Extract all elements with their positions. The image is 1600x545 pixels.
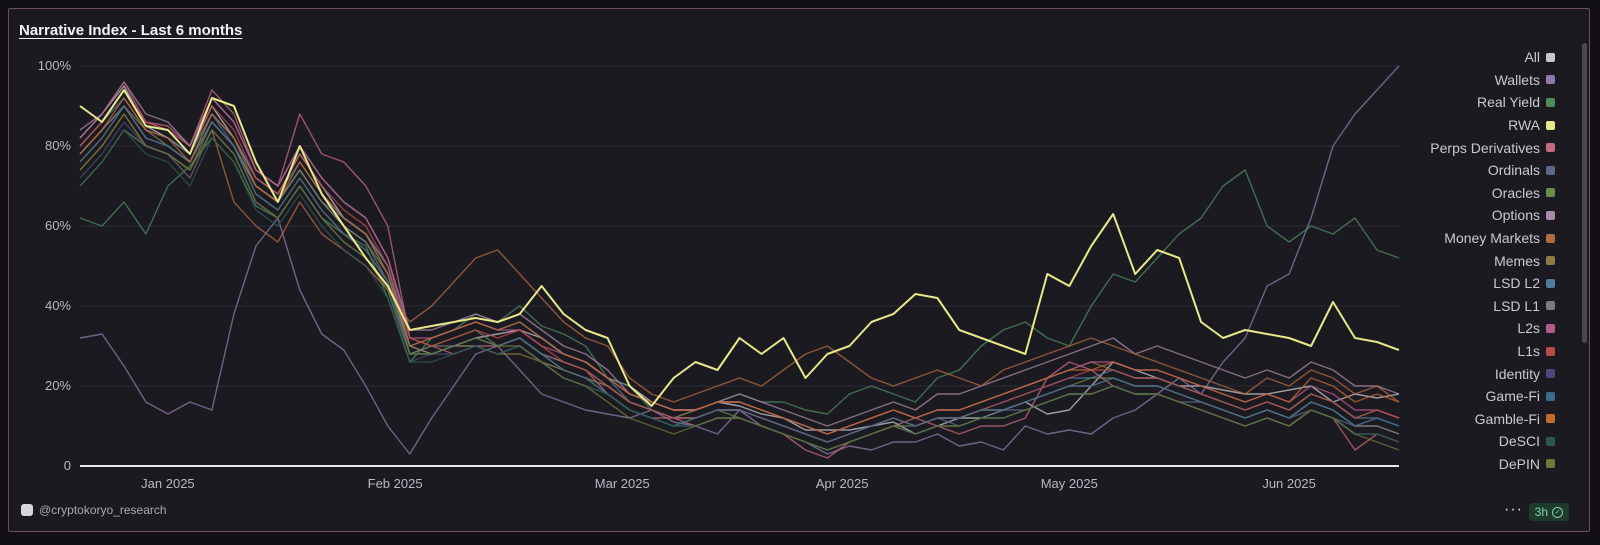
legend-label: Real Yield — [1476, 94, 1540, 111]
legend-item-desci[interactable]: DeSCI — [1355, 430, 1555, 453]
legend-label: LSD L2 — [1493, 275, 1540, 292]
check-circle-icon: ✓ — [1552, 506, 1563, 518]
legend-swatch — [1546, 75, 1555, 85]
legend-item-money-markets[interactable]: Money Markets — [1355, 227, 1555, 250]
series-line-identity[interactable] — [79, 121, 1400, 451]
legend-item-oracles[interactable]: Oracles — [1355, 182, 1555, 205]
legend-label: L2s — [1517, 320, 1540, 337]
series-line-gamble-fi[interactable] — [79, 97, 1400, 435]
legend-item-perps-derivatives[interactable]: Perps Derivatives — [1355, 136, 1555, 159]
legend-swatch — [1546, 369, 1555, 379]
series-line-options[interactable] — [79, 81, 1400, 427]
series-line-l1s[interactable] — [79, 89, 1400, 443]
legend-item-identity[interactable]: Identity — [1355, 362, 1555, 385]
refresh-badge[interactable]: 3h ✓ — [1528, 503, 1569, 521]
y-tick-label: 0 — [64, 458, 71, 473]
chart-title[interactable]: Narrative Index - Last 6 months — [19, 22, 243, 39]
legend-item-ordinals[interactable]: Ordinals — [1355, 159, 1555, 182]
legend-label: Game-Fi — [1485, 388, 1540, 405]
series-line-oracles[interactable] — [79, 121, 1400, 451]
legend-item-rwa[interactable]: RWA — [1355, 114, 1555, 137]
series-line-memes[interactable] — [79, 105, 1400, 435]
series-line-perps-derivatives[interactable] — [79, 89, 1400, 459]
legend-item-all[interactable]: All — [1355, 46, 1555, 69]
x-tick-label: Feb 2025 — [368, 476, 423, 491]
y-tick-label: 100% — [38, 58, 72, 73]
legend-label: Options — [1491, 207, 1540, 224]
legend-label: Wallets — [1494, 71, 1540, 88]
legend-swatch — [1546, 52, 1555, 62]
legend-swatch — [1546, 459, 1555, 469]
legend-label: Perps Derivatives — [1430, 139, 1540, 156]
legend: All Wallets Real Yield RWA Perps Derivatives… — [1355, 46, 1555, 475]
legend-scrollbar[interactable] — [1582, 43, 1587, 343]
legend-label: Memes — [1494, 252, 1540, 269]
series-line-real-yield[interactable] — [79, 137, 1400, 419]
legend-swatch — [1546, 346, 1555, 356]
legend-swatch — [1546, 256, 1555, 266]
legend-item-lsd-l2[interactable]: LSD L2 — [1355, 272, 1555, 295]
chart-panel: Narrative Index - Last 6 months 0 20% 40% 6… — [8, 8, 1590, 532]
legend-item-lsd-l1[interactable]: LSD L1 — [1355, 295, 1555, 318]
x-tick-label: Jun 2025 — [1262, 476, 1316, 491]
legend-swatch — [1546, 278, 1555, 288]
y-tick-label: 20% — [45, 378, 71, 393]
x-tick-label: Jan 2025 — [141, 476, 195, 491]
legend-item-real-yield[interactable]: Real Yield — [1355, 91, 1555, 114]
x-tick-label: Apr 2025 — [816, 476, 869, 491]
series-line-lsd-l2[interactable] — [79, 97, 1400, 443]
y-tick-label: 60% — [45, 218, 71, 233]
legend-item-game-fi[interactable]: Game-Fi — [1355, 385, 1555, 408]
series-line-money-markets[interactable] — [79, 113, 1400, 403]
series-line-rwa[interactable] — [79, 89, 1400, 407]
legend-swatch — [1546, 233, 1555, 243]
legend-swatch — [1546, 414, 1555, 424]
legend-swatch — [1546, 97, 1555, 107]
legend-swatch — [1546, 120, 1555, 130]
legend-label: Ordinals — [1487, 162, 1540, 179]
series-line-game-fi[interactable] — [79, 105, 1400, 443]
legend-label: Money Markets — [1444, 230, 1540, 247]
legend-label: Gamble-Fi — [1474, 410, 1540, 427]
more-options-button[interactable]: ··· — [1504, 501, 1523, 518]
legend-item-l2s[interactable]: L2s — [1355, 317, 1555, 340]
legend-label: L1s — [1517, 343, 1540, 360]
legend-label: Identity — [1494, 365, 1540, 382]
legend-item-gamble-fi[interactable]: Gamble-Fi — [1355, 408, 1555, 431]
series-line-lsd-l1[interactable] — [79, 105, 1400, 443]
legend-label: RWA — [1508, 117, 1540, 134]
legend-swatch — [1546, 165, 1555, 175]
legend-swatch — [1546, 301, 1555, 311]
avatar — [21, 504, 33, 516]
series-line-ordinals[interactable] — [79, 105, 1400, 443]
line-chart: 0 20% 40% 60% 80% 100% Jan 2025 Feb 2025 Mar 202… — [38, 58, 1400, 491]
footer-attribution: @cryptokoryo_research — [21, 503, 167, 517]
series-line-wallets[interactable] — [79, 65, 1400, 455]
legend-swatch — [1546, 323, 1555, 333]
series-line-l2s[interactable] — [79, 81, 1400, 435]
legend-item-memes[interactable]: Memes — [1355, 249, 1555, 272]
legend-item-options[interactable]: Options — [1355, 204, 1555, 227]
legend-label: All — [1524, 49, 1540, 66]
legend-label: LSD L1 — [1493, 297, 1540, 314]
legend-item-depin[interactable]: DePIN — [1355, 453, 1555, 476]
legend-label: DePIN — [1498, 455, 1540, 472]
legend-swatch — [1546, 436, 1555, 446]
legend-swatch — [1546, 391, 1555, 401]
legend-swatch — [1546, 143, 1555, 153]
legend-item-l1s[interactable]: L1s — [1355, 340, 1555, 363]
legend-label: DeSCI — [1498, 433, 1540, 450]
x-tick-label: May 2025 — [1041, 476, 1098, 491]
y-tick-label: 80% — [45, 138, 71, 153]
author-handle[interactable]: @cryptokoryo_research — [39, 503, 167, 517]
legend-item-wallets[interactable]: Wallets — [1355, 69, 1555, 92]
series-line-all[interactable] — [79, 85, 1400, 435]
y-tick-label: 40% — [45, 298, 71, 313]
series-line-depin[interactable] — [79, 113, 1400, 451]
x-tick-label: Mar 2025 — [595, 476, 650, 491]
legend-swatch — [1546, 188, 1555, 198]
legend-swatch — [1546, 210, 1555, 220]
refresh-interval: 3h — [1534, 505, 1548, 519]
legend-label: Oracles — [1491, 184, 1540, 201]
